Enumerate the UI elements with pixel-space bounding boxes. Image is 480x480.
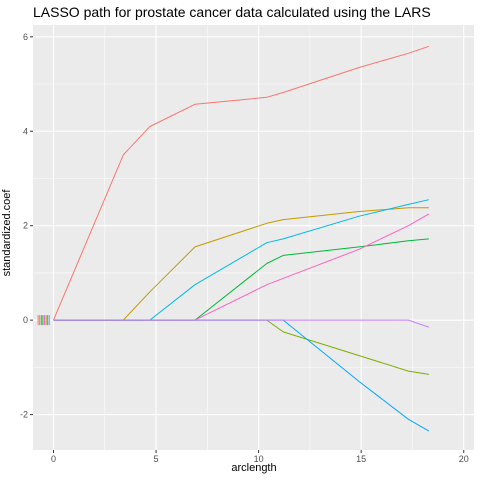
- y-tick-label: -2: [20, 410, 28, 420]
- x-tick-label: 20: [459, 454, 469, 464]
- series-line-3: [53, 199, 430, 321]
- chart-title: LASSO path for prostate cancer data calc…: [33, 4, 431, 20]
- series-layer: [37, 45, 430, 432]
- minor-gridlines: [33, 25, 474, 450]
- y-tick-label: 4: [23, 126, 28, 136]
- y-axis-title: standardized.coef: [1, 189, 13, 277]
- x-axis-title: arclength: [231, 462, 276, 474]
- x-tick-label: 5: [154, 454, 159, 464]
- axis-ticks: [30, 36, 465, 453]
- y-tick-label: 0: [23, 315, 28, 325]
- y-tick-label: 6: [23, 32, 28, 42]
- plot-panel: [33, 25, 474, 450]
- y-tick-label: 2: [23, 221, 28, 231]
- series-line-2: [53, 207, 429, 321]
- x-tick-label: 0: [51, 454, 56, 464]
- y-tick-labels: -2 0 2 4 6: [20, 32, 28, 420]
- series-line-8: [53, 319, 430, 328]
- x-tick-label: 15: [356, 454, 366, 464]
- x-tick-labels: 0 5 10 15 20: [51, 454, 469, 464]
- series-line-1: [53, 45, 430, 321]
- x-tick-label: 10: [254, 454, 264, 464]
